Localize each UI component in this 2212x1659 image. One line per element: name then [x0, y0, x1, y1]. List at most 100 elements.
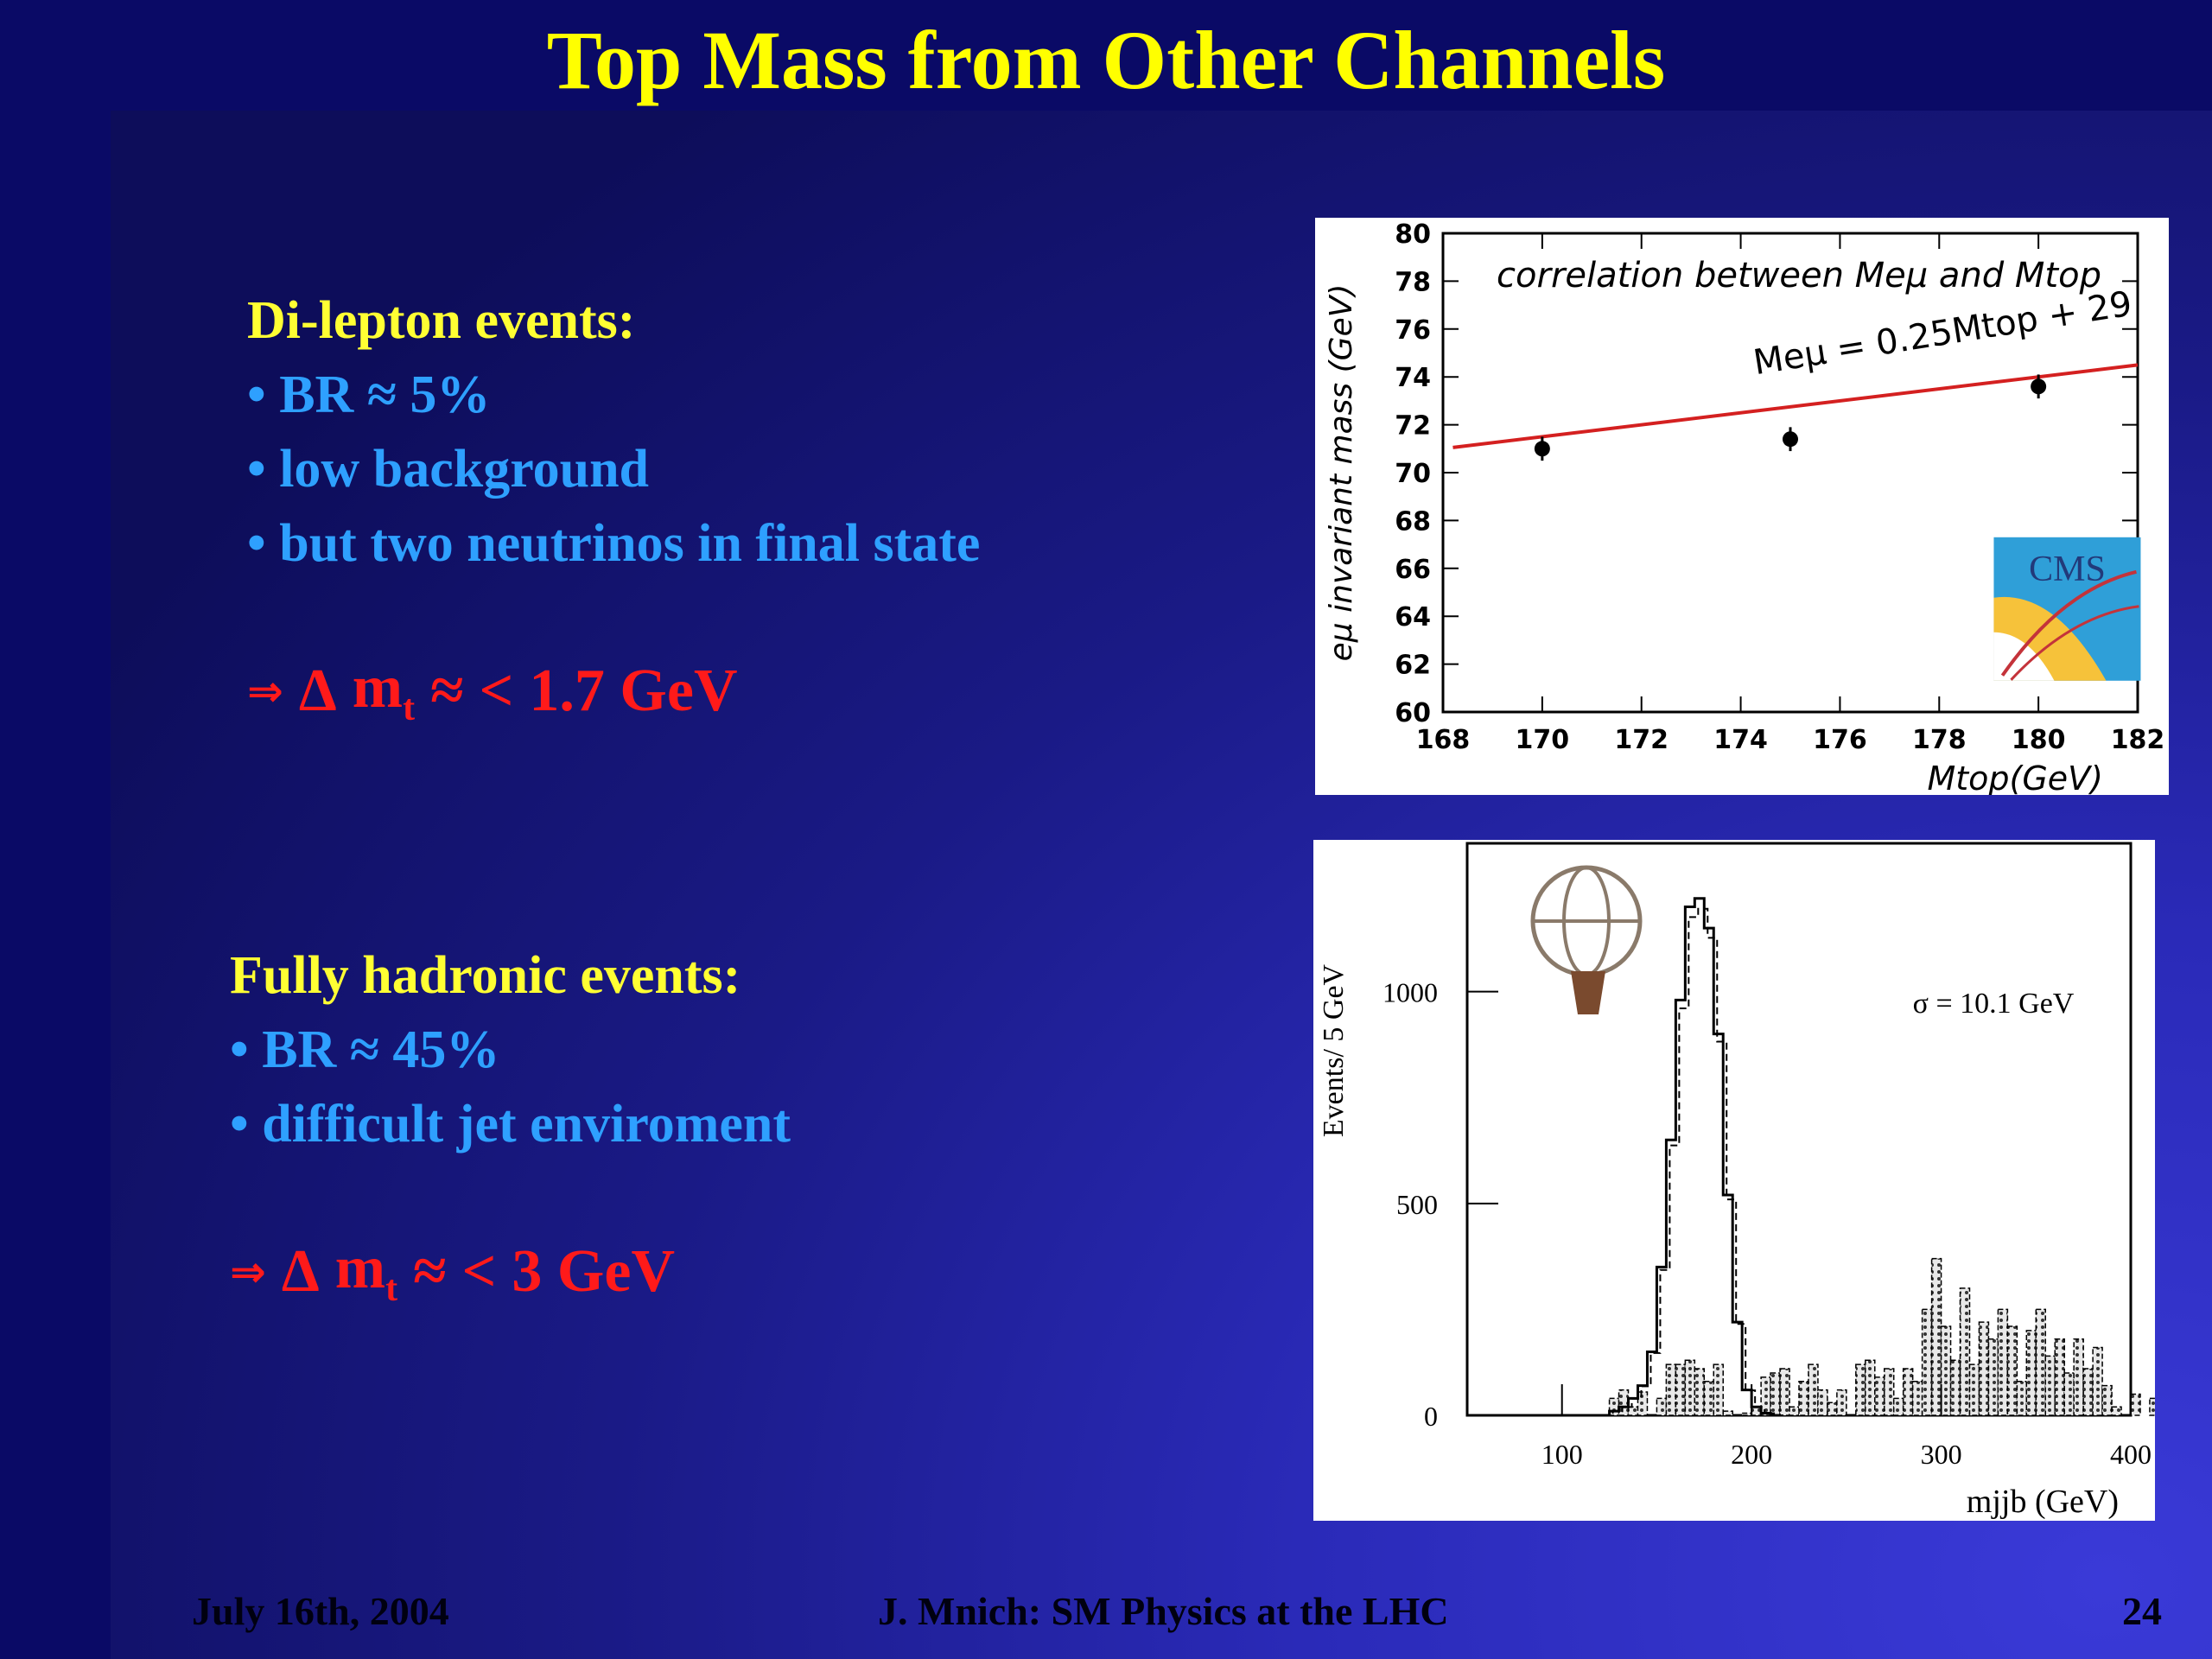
footer-page-number: 24 — [2122, 1589, 2162, 1633]
y-tick-label: 0 — [1424, 1401, 1438, 1432]
signal-fit-histogram — [1603, 907, 1784, 1416]
background-bin — [1694, 1368, 1706, 1416]
x-tick-label: 180 — [2012, 725, 2066, 755]
footer-talk-title: J. Mnich: SM Physics at the LHC — [878, 1589, 1449, 1633]
y-tick-label: 78 — [1395, 267, 1431, 297]
background-bin — [1855, 1363, 1866, 1416]
x-tick-label: 176 — [1813, 725, 1867, 755]
atlas-mass-histogram: 0 500 1000 100 200 300 400 σ = 10.1 GeV Events/ … — [1313, 840, 2160, 1521]
background-bin — [2063, 1372, 2075, 1416]
data-point — [1534, 441, 1550, 457]
background-bin — [1741, 1412, 1752, 1416]
x-tick-label: 178 — [1912, 725, 1967, 755]
background-bin — [1770, 1372, 1781, 1416]
background-bin — [1874, 1376, 1885, 1416]
dilepton-value: 1.7 GeV — [529, 658, 738, 724]
background-bin — [1921, 1308, 1933, 1416]
background-bin — [2006, 1325, 2018, 1416]
delta-icon: Δ — [281, 1238, 320, 1305]
background-bin — [1627, 1406, 1639, 1416]
y-tick-label: 68 — [1395, 506, 1431, 537]
background-bin — [1618, 1389, 1630, 1416]
background-bin — [1798, 1381, 1809, 1416]
background-bin — [2082, 1368, 2094, 1416]
less-than-icon: < — [461, 1238, 497, 1305]
hadronic-heading: Fully hadronic events: — [230, 946, 741, 1005]
background-bin — [1675, 1363, 1687, 1416]
cms-logo-track — [2010, 605, 2139, 681]
slide-title: Top Mass from Other Channels — [546, 14, 1666, 106]
background-bin — [1892, 1397, 1904, 1416]
y-tick-label: 72 — [1395, 411, 1431, 442]
hadronic-bullet-jets: • difficult jet enviroment — [230, 1095, 791, 1154]
dilepton-bullet-neutrinos: • but two neutrinos in final state — [247, 514, 981, 573]
background-bin — [2025, 1330, 2037, 1416]
x-tick-label: 174 — [1713, 725, 1768, 755]
background-bin — [1827, 1402, 1838, 1416]
cms-correlation-plot: 60 62 64 66 68 70 72 74 76 78 80 168 170 172 174 176 178… — [1315, 218, 2169, 798]
background-bin — [2044, 1355, 2056, 1416]
background-bin — [1968, 1363, 1980, 1416]
title-bar — [0, 0, 2212, 111]
background-bin — [1940, 1325, 1952, 1416]
y-tick-label: 500 — [1396, 1189, 1438, 1220]
hadronic-bullet-br: • BR ≈ 45% — [230, 1020, 500, 1079]
x-axis-label: mjjb (GeV) — [1967, 1484, 2119, 1520]
background-bin — [2111, 1406, 2122, 1416]
dilepton-bullet-background: • low background — [247, 440, 650, 499]
y-axis-label: eμ invariant mass (GeV) — [1324, 284, 1359, 662]
approx-icon: ≈ — [430, 658, 464, 724]
delta-icon: Δ — [298, 658, 337, 724]
hadronic-result: ⇒ Δ mt ≈ < 3 GeV — [230, 1234, 675, 1310]
atlas-logo — [1530, 865, 1643, 1014]
background-bin — [1808, 1363, 1819, 1416]
y-tick-label: 1000 — [1382, 977, 1438, 1008]
background-bin — [1656, 1397, 1668, 1416]
less-than-icon: < — [479, 658, 514, 724]
background-bin — [1817, 1389, 1828, 1416]
atlas-figure — [1571, 971, 1605, 1014]
background-bin — [1722, 1410, 1733, 1416]
arrow-icon: ⇒ — [247, 666, 283, 716]
background-bin — [1987, 1338, 1999, 1416]
background-bin — [2149, 1397, 2160, 1416]
background-bin — [1684, 1359, 1696, 1416]
hadronic-value: 3 GeV — [512, 1238, 675, 1305]
dilepton-heading: Di-lepton events: — [247, 291, 636, 350]
approx-icon: ≈ — [413, 1238, 447, 1305]
y-tick-label: 80 — [1395, 219, 1431, 250]
signal-histogram — [1599, 897, 1781, 1417]
y-tick-label: 70 — [1395, 459, 1431, 489]
cms-chart-svg: 60 62 64 66 68 70 72 74 76 78 80 168 170 172 174 176 178… — [1324, 219, 2164, 798]
plot-frame — [1465, 842, 2133, 1417]
background-bin — [1883, 1368, 1895, 1416]
y-tick-label: 60 — [1395, 698, 1431, 728]
x-tick-label: 170 — [1516, 725, 1570, 755]
background-bin — [2073, 1338, 2084, 1416]
sigma-annotation: σ = 10.1 GeV — [1913, 988, 2075, 1020]
arrow-icon: ⇒ — [230, 1247, 266, 1297]
background-bin — [1703, 1381, 1715, 1416]
x-axis-label: Mtop(GeV) — [1927, 760, 2103, 795]
background-bin — [1637, 1391, 1649, 1416]
mass-symbol: mt — [334, 1235, 398, 1309]
chart-title: correlation between Meμ and Mtop — [1497, 256, 2101, 296]
mass-symbol: mt — [352, 654, 416, 728]
background-bin — [1902, 1368, 1914, 1416]
background-bin — [2016, 1381, 2028, 1416]
background-bin — [2130, 1393, 2141, 1416]
y-axis-label: Events/ 5 GeV — [1318, 963, 1350, 1137]
background-bin — [1865, 1359, 1876, 1416]
y-tick-label: 74 — [1395, 363, 1431, 393]
atlas-chart-svg: 0 500 1000 100 200 300 400 σ = 10.1 GeV Events/ … — [1318, 842, 2160, 1520]
dilepton-bullet-br: • BR ≈ 5% — [247, 365, 491, 424]
background-bin — [1608, 1397, 1620, 1416]
background-bin — [1713, 1363, 1724, 1416]
dilepton-result: ⇒ Δ mt ≈ < 1.7 GeV — [247, 653, 738, 729]
background-bin — [1789, 1406, 1800, 1416]
x-tick-label: 400 — [2110, 1439, 2152, 1470]
x-tick-label: 172 — [1614, 725, 1669, 755]
x-tick-label: 300 — [1921, 1439, 1962, 1470]
background-bin — [1665, 1363, 1677, 1416]
